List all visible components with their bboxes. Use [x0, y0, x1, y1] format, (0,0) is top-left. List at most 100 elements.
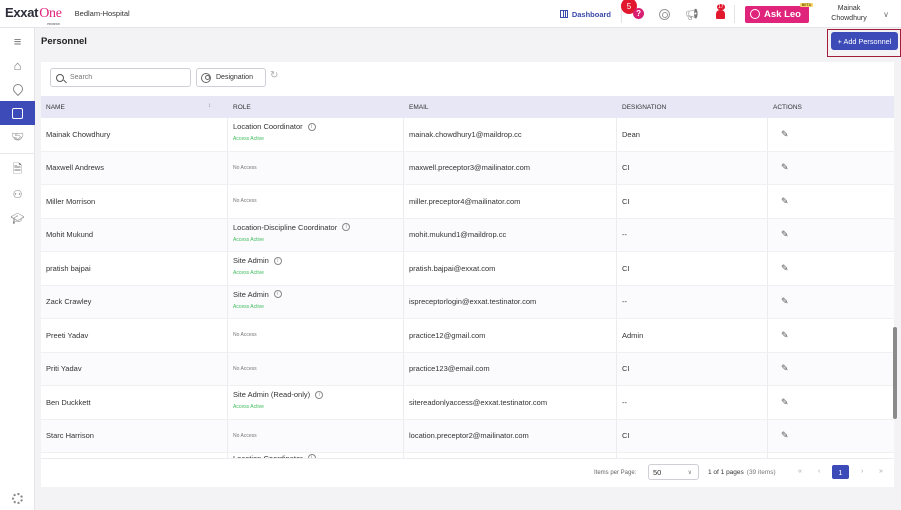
- table-row[interactable]: Starc Harrison No Access location.precep…: [41, 419, 894, 453]
- info-icon[interactable]: i: [315, 390, 324, 399]
- table-header: NAME ↕ ROLE EMAIL DESIGNATION ACTIONS: [41, 96, 894, 118]
- scrollbar-thumb[interactable]: [893, 327, 897, 419]
- sidebar-menu-toggle[interactable]: ≡: [0, 29, 35, 53]
- page-1-button[interactable]: 1: [832, 465, 849, 479]
- search-input[interactable]: [70, 74, 180, 81]
- access-status: No Access: [233, 432, 257, 439]
- access-status: No Access: [233, 365, 257, 372]
- table-row[interactable]: Ben Duckkett Site Admin (Read-only) i Acc…: [41, 386, 894, 420]
- info-icon[interactable]: i: [273, 290, 282, 299]
- graduation-cap-icon: 🎓︎: [10, 212, 25, 225]
- table-row[interactable]: Mainak Chowdhury Location Coordinator i A…: [41, 118, 894, 152]
- announcements-button[interactable]: 📢︎: [678, 0, 706, 28]
- access-status: No Access: [233, 332, 257, 339]
- home-icon: ⌂: [13, 57, 22, 73]
- access-status: Access Active: [233, 136, 264, 143]
- role-cell: Location-Discipline Coordinator i Access …: [228, 218, 404, 251]
- notifications-button[interactable]: 17: [706, 0, 734, 28]
- table-row[interactable]: Miller Morrison No Access miller.precept…: [41, 185, 894, 219]
- role-cell: Site Admin (Read-only) i Access Active: [228, 386, 404, 419]
- table-row[interactable]: Maxwell Andrews No Access maxwell.precep…: [41, 151, 894, 185]
- beta-badge: BETA: [799, 2, 813, 7]
- last-page-button[interactable]: »: [879, 468, 883, 475]
- table-row[interactable]: Zack Crawley Site Admin i Access Active i…: [41, 285, 894, 319]
- column-header-designation: DESIGNATION: [622, 103, 667, 111]
- next-page-button[interactable]: ›: [861, 468, 864, 475]
- edit-pencil-icon[interactable]: ✎: [781, 162, 789, 173]
- column-header-name[interactable]: NAME ↕: [46, 103, 211, 111]
- prev-page-button[interactable]: ‹: [818, 468, 821, 475]
- name-cell: [41, 453, 228, 458]
- dashboard-link[interactable]: Dashboard: [559, 10, 611, 19]
- chevron-down-icon[interactable]: ∨: [883, 9, 889, 19]
- column-header-email: EMAIL: [409, 103, 429, 111]
- email-cell: maxwell.preceptor3@mailinator.com: [404, 151, 617, 184]
- sidebar-item-home[interactable]: ⌂: [0, 53, 35, 77]
- email-cell: pratish.bajpai@exxat.com: [404, 252, 617, 285]
- info-icon[interactable]: i: [273, 256, 282, 265]
- role-cell: Site Admin i Access Active: [228, 252, 404, 285]
- add-personnel-button[interactable]: + Add Personnel: [831, 32, 898, 50]
- ask-leo-button[interactable]: Ask Leo BETA: [745, 2, 813, 23]
- designation-filter-button[interactable]: Designation: [196, 68, 266, 87]
- actions-cell: ✎: [768, 252, 894, 285]
- name-cell: Maxwell Andrews: [41, 151, 228, 184]
- notification-count-badge: 17: [717, 4, 725, 10]
- designation-cell: [617, 453, 768, 458]
- designation-cell: CI: [617, 185, 768, 218]
- first-page-button[interactable]: «: [798, 468, 802, 475]
- info-icon[interactable]: i: [342, 223, 351, 232]
- edit-pencil-icon[interactable]: ✎: [781, 329, 789, 340]
- items-per-page-select[interactable]: 50 ∨: [648, 464, 699, 480]
- edit-pencil-icon[interactable]: ✎: [781, 195, 789, 206]
- sidebar-item-locations[interactable]: [0, 77, 35, 101]
- items-per-page-label: Items per Page:: [594, 470, 637, 476]
- designation-cell: CI: [617, 419, 768, 452]
- document-icon: 🗎: [12, 161, 23, 176]
- email-cell: mohit.mukund1@maildrop.cc: [404, 218, 617, 251]
- info-icon[interactable]: i: [307, 122, 316, 131]
- user-menu[interactable]: Mainak Chowdhury: [831, 5, 867, 22]
- edit-pencil-icon[interactable]: ✎: [781, 430, 789, 441]
- sidebar-item-personnel[interactable]: [0, 101, 35, 125]
- edit-pencil-icon[interactable]: ✎: [781, 396, 789, 407]
- table-row[interactable]: Mohit Mukund Location-Discipline Coordin…: [41, 218, 894, 252]
- sort-icon[interactable]: ↕: [208, 103, 211, 109]
- pagination-bar: Items per Page: 50 ∨ 1 of 1 pages (39 ite…: [41, 458, 894, 487]
- help-button[interactable]: 5 ?: [621, 0, 650, 28]
- sidebar-item-education[interactable]: 🎓︎: [0, 206, 35, 230]
- exxat-one-logo[interactable]: Exxat One PROSPER: [5, 5, 62, 26]
- edit-pencil-icon[interactable]: ✎: [781, 229, 789, 240]
- sidebar-item-groups[interactable]: ⚇: [0, 182, 35, 206]
- edit-pencil-icon[interactable]: ✎: [781, 262, 789, 273]
- info-icon[interactable]: i: [307, 454, 316, 458]
- search-box[interactable]: [50, 68, 191, 87]
- edit-pencil-icon[interactable]: ✎: [781, 363, 789, 374]
- top-bar: Exxat One PROSPER Bedlam-Hospital Dashbo…: [0, 0, 901, 28]
- sidebar-item-documents[interactable]: 🗎: [0, 158, 35, 182]
- refresh-icon[interactable]: ↻: [270, 70, 279, 81]
- access-status: Access Active: [233, 303, 264, 310]
- name-cell: Priti Yadav: [41, 352, 228, 385]
- table-row[interactable]: Preeti Yadav No Access practice12@gmail.…: [41, 319, 894, 353]
- designation-cell: CI: [617, 252, 768, 285]
- sidebar-item-settings[interactable]: [0, 486, 35, 510]
- edit-pencil-icon[interactable]: ✎: [781, 296, 789, 307]
- email-cell: [404, 453, 617, 458]
- email-cell: location.preceptor2@mailinator.com: [404, 419, 617, 452]
- sidebar-item-partnerships[interactable]: 🤝︎: [0, 125, 35, 149]
- sidebar: ≡ ⌂ 🤝︎ 🗎 ⚇ 🎓︎: [0, 28, 35, 510]
- email-cell: ispreceptorlogin@exxat.testinator.com: [404, 285, 617, 318]
- table-body: Mainak Chowdhury Location Coordinator i A…: [41, 118, 894, 458]
- table-row[interactable]: pratish bajpai Site Admin i Access Active…: [41, 252, 894, 286]
- support-button[interactable]: [650, 0, 678, 28]
- actions-cell: ✎: [768, 319, 894, 352]
- edit-pencil-icon[interactable]: ✎: [781, 128, 789, 139]
- designation-cell: Dean: [617, 118, 768, 151]
- table-row[interactable]: Priti Yadav No Access practice123@email.…: [41, 352, 894, 386]
- role-cell: No Access: [228, 185, 404, 218]
- access-status: Access Active: [233, 404, 264, 411]
- page-title: Personnel: [41, 36, 87, 47]
- name-cell: Mainak Chowdhury: [41, 118, 228, 151]
